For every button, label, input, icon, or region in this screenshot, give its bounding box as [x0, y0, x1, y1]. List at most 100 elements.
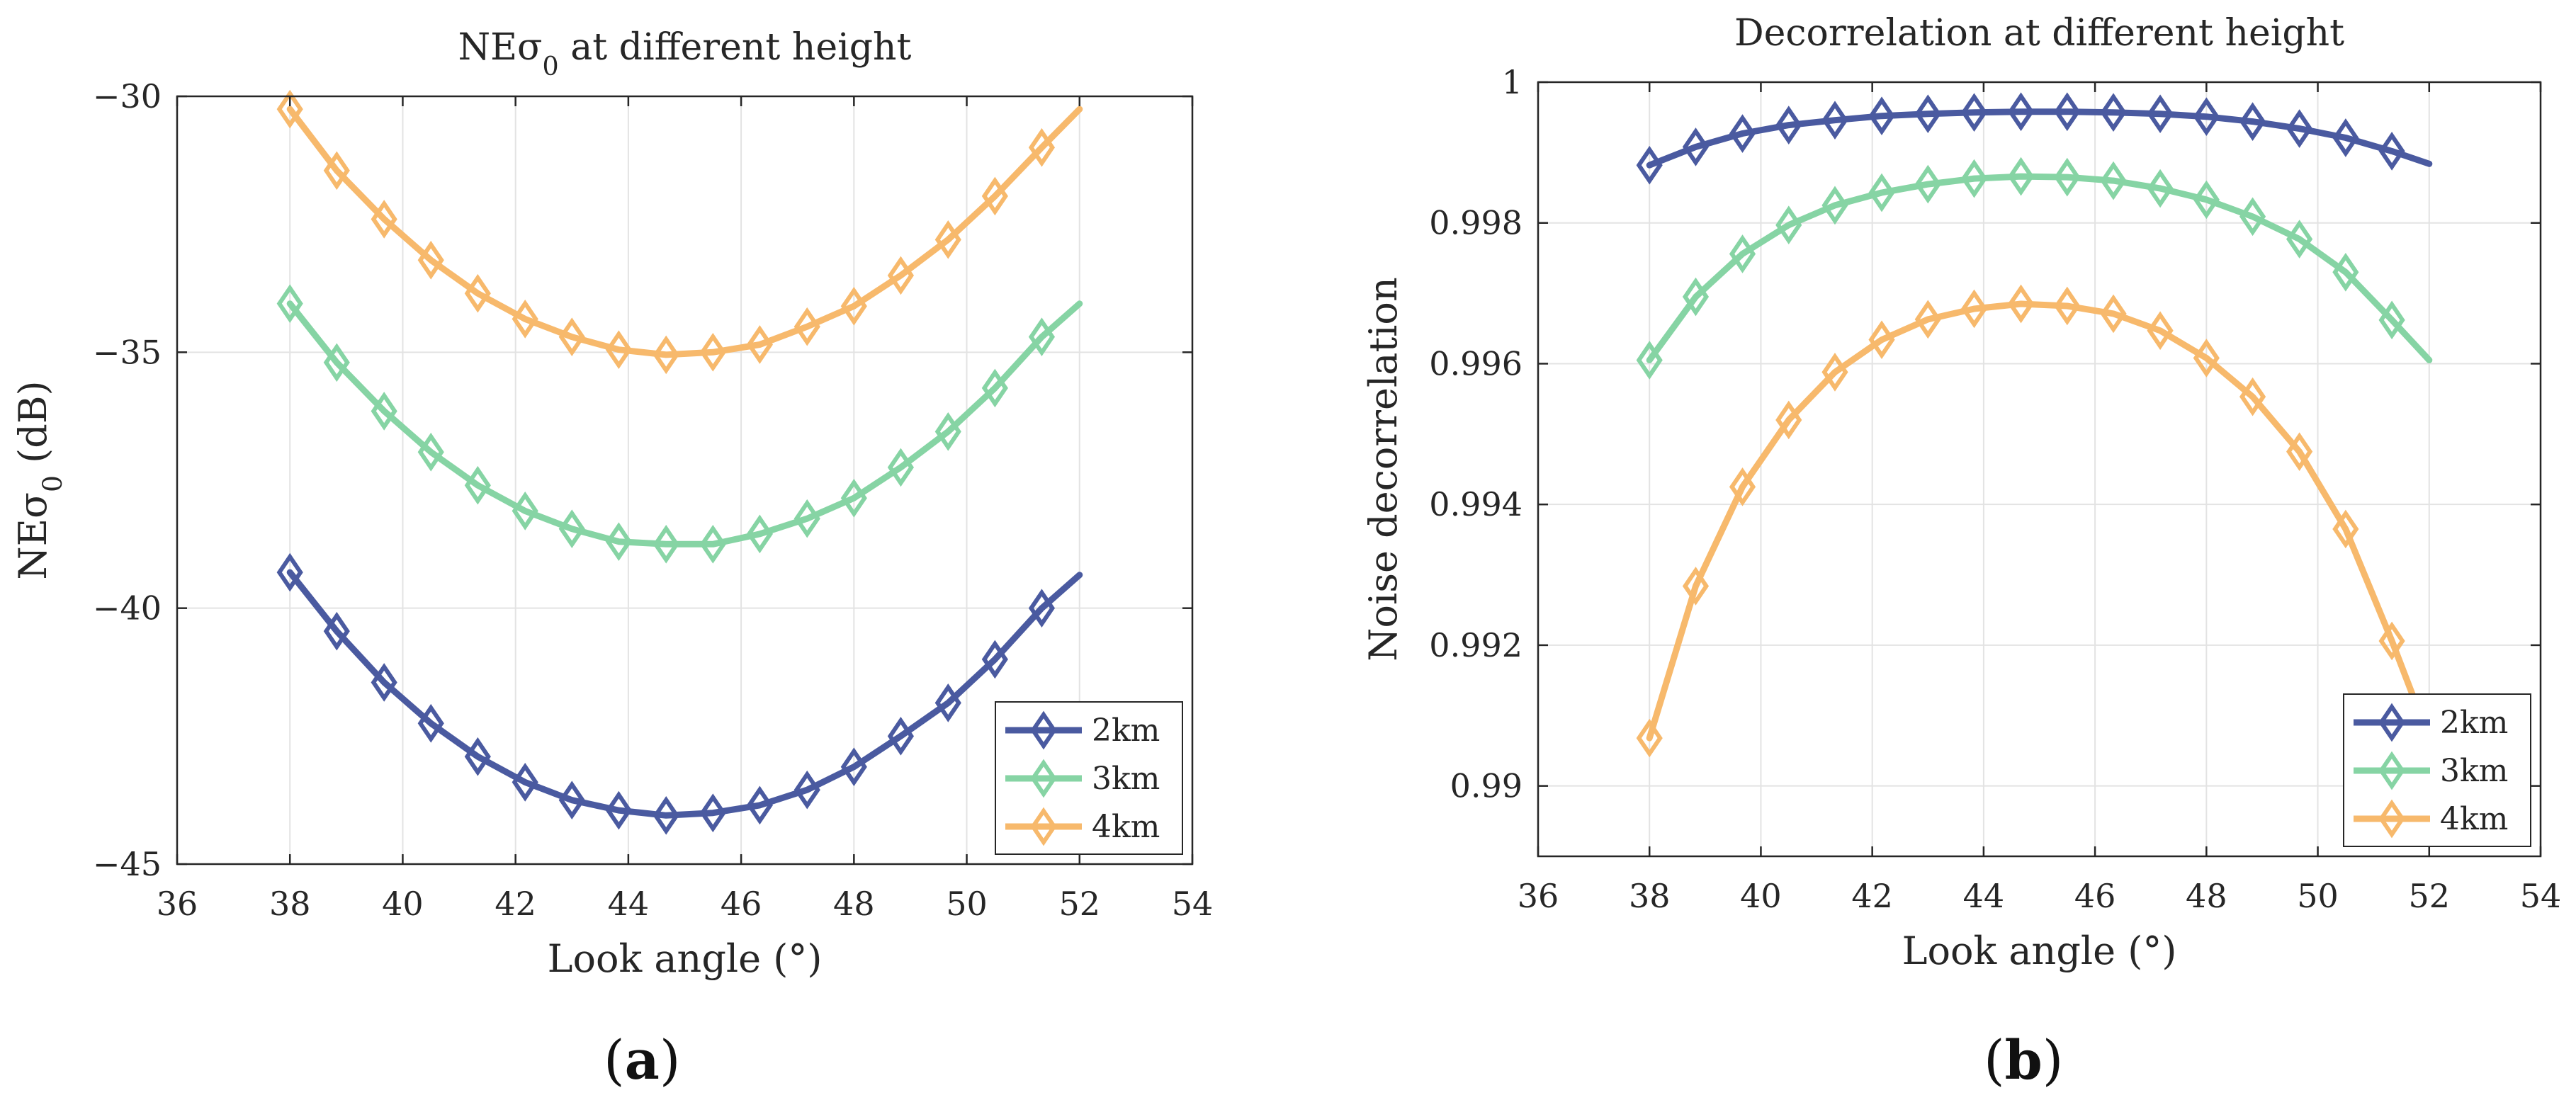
data-point-4km-8: [2007, 284, 2035, 324]
chart-panel-b: 36 38 40 42 44 46 48 50 52 54 0.99 0.992 0.994 0.996 0…: [1361, 12, 2561, 973]
data-point-2km-1: [1682, 127, 1710, 166]
x-tick-label-6: 48: [2186, 877, 2227, 915]
chart-panel-a: 36 38 40 42 44 46 48 50 52 54 −45 −40 −35 −30 NEσ0 at …: [11, 26, 1213, 981]
x-tick-label-5: 46: [2074, 877, 2116, 915]
data-point-4km-3: [1775, 400, 1802, 440]
data-point-4km-13: [2239, 377, 2266, 416]
legend-swatch-marker-3km: [1030, 759, 1057, 798]
data-point-2km-6: [1914, 94, 1941, 134]
data-point-4km-6: [1914, 300, 1941, 339]
data-point-4km-11: [793, 307, 820, 346]
data-point-3km-15: [2332, 252, 2359, 292]
x-tick-label-9: 54: [1172, 885, 1214, 923]
legend-item-3km: 3km: [1005, 759, 1160, 798]
data-point-4km-11: [2147, 311, 2174, 351]
x-axis-label: Look angle (°): [1902, 929, 2177, 973]
legend: 2km 3km 4km: [995, 701, 1183, 855]
data-point-4km-8: [653, 335, 679, 375]
data-point-3km-10: [2100, 161, 2127, 200]
data-point-2km-6: [558, 781, 585, 820]
legend-item-4km: 4km: [1005, 807, 1160, 846]
data-point-3km-3: [417, 432, 444, 472]
data-point-4km-14: [2286, 432, 2313, 471]
data-point-2km-9: [2054, 92, 2081, 132]
data-point-4km-1: [323, 151, 350, 191]
x-tick-label-3: 42: [1851, 877, 1893, 915]
ticks: 36 38 40 42 44 46 48 50 52 54 −45 −40 −35 −30: [93, 77, 1213, 923]
data-point-3km-5: [512, 492, 538, 531]
data-point-2km-16: [2378, 132, 2405, 171]
legend-label-3km: 3km: [2440, 753, 2508, 789]
x-tick-label-0: 36: [1518, 877, 1559, 915]
data-point-3km-4: [1821, 186, 1848, 225]
data-point-4km-2: [1729, 467, 1756, 506]
data-point-4km-4: [464, 273, 491, 313]
data-point-4km-12: [840, 286, 867, 326]
data-point-3km-7: [605, 522, 632, 562]
ticks: 36 38 40 42 44 46 48 50 52 54 0.99 0.992 0.994 0.996 0…: [1429, 63, 2561, 915]
data-point-3km-13: [887, 448, 914, 487]
data-point-2km-4: [464, 737, 491, 776]
data-point-4km-14: [934, 220, 961, 259]
data-point-2km-0: [276, 552, 303, 592]
data-point-2km-2: [371, 663, 397, 702]
axes-box: [1537, 81, 2542, 858]
y-tick-label-1: 0.992: [1429, 626, 1523, 664]
series-3km: [276, 284, 1083, 564]
legend-label-2km: 2km: [1092, 713, 1160, 749]
data-point-4km-16: [1028, 127, 1056, 167]
data-point-4km-9: [699, 332, 726, 372]
y-tick-label-5: 1: [1502, 63, 1523, 101]
data-point-3km-11: [2147, 169, 2174, 208]
data-point-2km-10: [746, 785, 773, 825]
data-point-2km-14: [2286, 109, 2313, 148]
legend-label-2km: 2km: [2440, 705, 2508, 741]
data-point-2km-11: [793, 770, 820, 810]
data-point-2km-8: [2007, 92, 2035, 132]
data-point-2km-5: [512, 763, 538, 802]
data-point-3km-16: [2378, 300, 2405, 340]
data-point-3km-9: [2054, 157, 2081, 197]
series-2km: [276, 552, 1083, 835]
y-tick-label-3: −30: [93, 77, 162, 115]
data-point-4km-7: [1960, 289, 1988, 329]
data-point-3km-16: [1028, 317, 1056, 356]
data-point-3km-11: [793, 499, 820, 538]
data-point-4km-15: [2332, 509, 2359, 549]
data-point-2km-12: [840, 747, 867, 787]
data-point-3km-3: [1775, 205, 1802, 245]
x-tick-label-8: 52: [1059, 885, 1101, 923]
data-point-4km-15: [981, 176, 1008, 216]
legend-item-2km: 2km: [2354, 703, 2508, 742]
data-point-2km-5: [1868, 96, 1895, 136]
data-point-4km-16: [2378, 621, 2405, 661]
data-point-2km-7: [605, 790, 632, 830]
x-tick-label-7: 50: [2297, 877, 2339, 915]
x-tick-label-1: 38: [1629, 877, 1671, 915]
data-point-3km-2: [1729, 234, 1756, 273]
data-point-3km-6: [558, 509, 585, 548]
series-2km: [1636, 92, 2433, 185]
x-tick-label-4: 44: [1963, 877, 2005, 915]
y-axis-label: Noise decorrelation: [1361, 277, 1406, 661]
data-point-4km-5: [1868, 320, 1895, 360]
data-point-2km-15: [2332, 118, 2359, 157]
legend-swatch-marker-4km: [2378, 799, 2405, 839]
data-point-3km-6: [1914, 164, 1941, 204]
data-point-2km-2: [1729, 114, 1756, 153]
data-point-2km-3: [1775, 106, 1802, 144]
data-point-4km-6: [558, 317, 585, 356]
data-point-3km-1: [323, 343, 350, 382]
data-point-2km-16: [1028, 589, 1056, 628]
legend-label-3km: 3km: [1092, 761, 1160, 797]
legend: 2km 3km 4km: [2343, 693, 2531, 847]
caption-a: (a): [604, 1028, 681, 1091]
x-tick-label-7: 50: [946, 885, 988, 923]
data-point-4km-13: [887, 256, 914, 295]
x-tick-label-9: 54: [2520, 877, 2562, 915]
data-point-4km-10: [746, 325, 773, 364]
y-tick-label-4: 0.998: [1429, 204, 1523, 242]
x-tick-label-8: 52: [2409, 877, 2451, 915]
data-point-2km-13: [2239, 102, 2266, 141]
